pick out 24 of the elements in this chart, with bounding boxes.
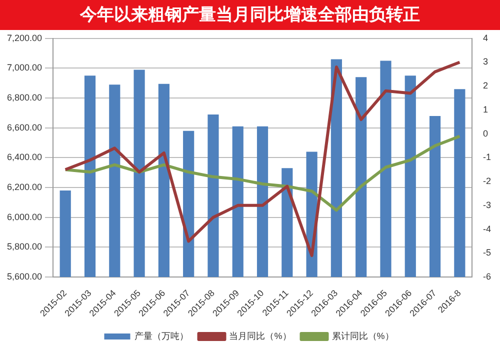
- y-tick-label: 5,800.00: [6, 242, 42, 252]
- y-tick-label: 7,000.00: [6, 62, 42, 73]
- y-tick-label: 6,600.00: [6, 122, 42, 132]
- y2-tick-label: 4: [483, 32, 488, 43]
- y2-tick-label: -4: [483, 224, 492, 234]
- y-tick-label: 5,600.00: [6, 271, 42, 282]
- y2-tick-label: -1: [483, 152, 492, 162]
- legend-label: 当月同比（%）: [229, 330, 292, 341]
- y-tick-label: 6,800.00: [6, 92, 42, 103]
- y-tick-label: 7,200.00: [6, 32, 42, 43]
- y2-tick-label: 2: [483, 80, 488, 91]
- y2-tick-label: 3: [483, 56, 488, 67]
- y-tick-label: 6,000.00: [6, 212, 42, 222]
- y-tick-label: 6,400.00: [6, 152, 42, 162]
- chart-title: 今年以来粗钢产量当月同比增速全部由负转正: [0, 0, 500, 30]
- y2-tick-label: -6: [483, 271, 492, 282]
- legend-label: 产量（万吨）: [134, 330, 189, 341]
- y2-tick-label: 1: [483, 104, 488, 114]
- y2-tick-label: 0: [483, 128, 488, 138]
- legend-label: 累计同比（%）: [332, 330, 394, 341]
- y2-tick-label: -2: [483, 176, 492, 186]
- y2-tick-label: -3: [483, 200, 492, 210]
- y-tick-label: 6,200.00: [6, 182, 42, 192]
- y2-tick-label: -5: [483, 248, 492, 258]
